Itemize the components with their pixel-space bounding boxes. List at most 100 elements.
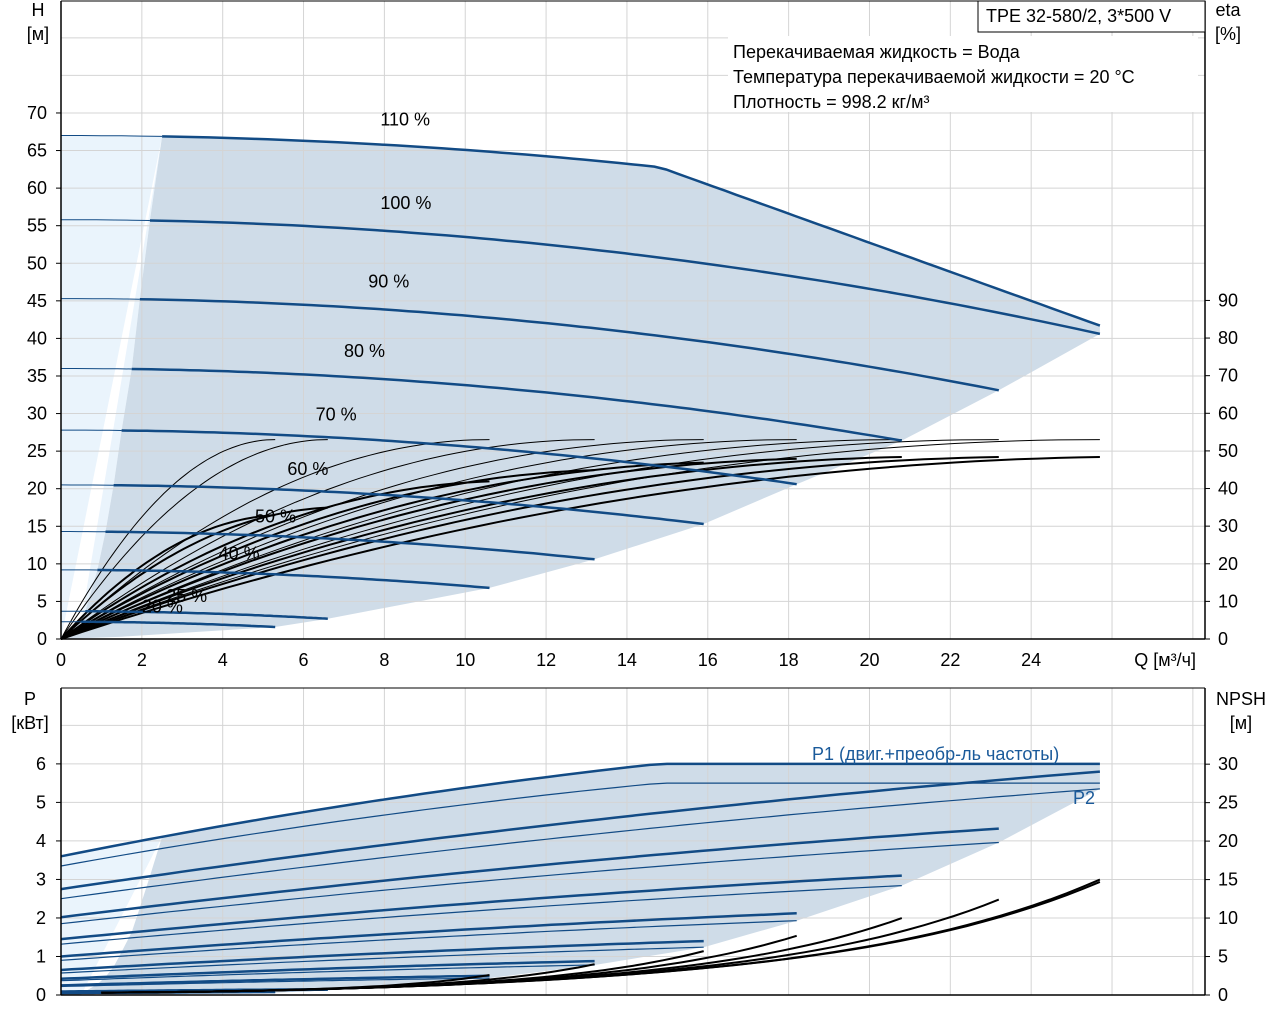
y-tick-label-h: 45 bbox=[27, 291, 47, 311]
speed-label: 110 % bbox=[380, 110, 430, 130]
operating-area bbox=[61, 136, 1100, 639]
y-tick-label-p: 5 bbox=[36, 792, 46, 812]
y-tick-label-h: 55 bbox=[27, 216, 47, 236]
y-axis-label-p: P bbox=[24, 689, 36, 709]
x-tick-label: 6 bbox=[299, 650, 309, 670]
speed-label: 40 % bbox=[219, 543, 260, 563]
head-curve bbox=[97, 568, 490, 590]
y-tick-label-p: 2 bbox=[36, 908, 46, 928]
speed-label: 50 % bbox=[255, 507, 296, 527]
y-tick-label-eta: 50 bbox=[1218, 441, 1238, 461]
y-tick-label-p: 4 bbox=[36, 831, 46, 851]
speed-label: 90 % bbox=[368, 271, 409, 291]
eta-curve-thin bbox=[60, 439, 595, 640]
eta-curve bbox=[60, 480, 490, 640]
p2-label: P2 bbox=[1073, 788, 1095, 808]
p1-label: P1 (двиг.+преобр-ль частоты) bbox=[812, 744, 1059, 764]
y-tick-label-npsh: 5 bbox=[1218, 947, 1228, 967]
speed-label: 70 % bbox=[316, 404, 357, 424]
p2-power-curve bbox=[60, 788, 1100, 900]
curves: 110 %100 %90 %80 %70 %60 %50 %40 %25 %20… bbox=[60, 110, 1101, 995]
y-tick-label-h: 35 bbox=[27, 366, 47, 386]
head-curve bbox=[121, 429, 797, 486]
y-axis-unit-p: [кВт] bbox=[11, 713, 49, 733]
top-operating-area bbox=[61, 135, 1100, 639]
x-tick-label: 20 bbox=[859, 650, 879, 670]
eta-curve-thin bbox=[60, 439, 328, 640]
y-tick-label-h: 15 bbox=[27, 516, 47, 536]
y-tick-label-eta: 60 bbox=[1218, 403, 1238, 423]
eta-curve bbox=[60, 469, 595, 640]
head-curve bbox=[85, 610, 328, 620]
eta-curve bbox=[60, 506, 328, 640]
x-tick-label: 14 bbox=[617, 650, 637, 670]
speed-label: 25 % bbox=[166, 586, 207, 606]
y-tick-label-eta: 20 bbox=[1218, 554, 1238, 574]
y-tick-label-h: 40 bbox=[27, 328, 47, 348]
head-curve bbox=[113, 483, 704, 526]
p1-power-curve bbox=[60, 959, 595, 981]
model-box bbox=[977, 0, 1206, 33]
speed-label: 100 % bbox=[380, 193, 431, 213]
y-tick-label-h: 65 bbox=[27, 141, 47, 161]
head-curve-thin bbox=[61, 368, 132, 370]
p2-power-curve bbox=[60, 782, 1100, 867]
eta-curve-thin bbox=[60, 439, 1100, 640]
p1-power-curve bbox=[60, 827, 999, 919]
model-title: TPE 32-580/2, 3*500 V bbox=[986, 6, 1171, 26]
npsh-curve bbox=[101, 974, 490, 994]
x-tick-label: 10 bbox=[455, 650, 475, 670]
head-curve bbox=[105, 530, 595, 561]
y-tick-label-eta: 80 bbox=[1218, 328, 1238, 348]
x-tick-label: 2 bbox=[137, 650, 147, 670]
head-curve-thin bbox=[61, 219, 150, 221]
p1-power-curve bbox=[60, 939, 704, 972]
y-tick-label-h: 20 bbox=[27, 479, 47, 499]
y-axis-label-h: H bbox=[32, 0, 45, 20]
eta-curve bbox=[60, 457, 797, 640]
y-tick-label-npsh: 30 bbox=[1218, 754, 1238, 774]
y-tick-label-p: 3 bbox=[36, 869, 46, 889]
p2-power-curve bbox=[60, 977, 490, 988]
y-tick-label-npsh: 10 bbox=[1218, 908, 1238, 928]
head-curve bbox=[162, 135, 1101, 327]
x-tick-label: 0 bbox=[56, 650, 66, 670]
eta-curve-thin bbox=[60, 439, 902, 640]
y-tick-label-h: 5 bbox=[37, 591, 47, 611]
y-tick-label-h: 60 bbox=[27, 178, 47, 198]
y-axis-label-npsh: NPSH bbox=[1216, 689, 1266, 709]
y-tick-label-npsh: 20 bbox=[1218, 831, 1238, 851]
y-tick-label-p: 6 bbox=[36, 754, 46, 774]
head-curve-thin bbox=[61, 135, 163, 137]
info-density: Плотность = 998.2 кг/м³ bbox=[733, 92, 929, 112]
p2-power-curve bbox=[60, 885, 902, 945]
eta-curve-thin bbox=[60, 439, 276, 640]
p2-power-curve bbox=[60, 841, 999, 925]
p2-power-curve bbox=[60, 920, 797, 961]
p1-power-curve bbox=[60, 762, 1100, 858]
y-axis-label-eta: eta bbox=[1215, 0, 1241, 20]
head-curve bbox=[81, 620, 276, 629]
head-curve bbox=[131, 367, 903, 442]
y-tick-label-h: 30 bbox=[27, 404, 47, 424]
y-tick-label-h: 0 bbox=[37, 629, 47, 649]
y-tick-label-p: 1 bbox=[36, 946, 46, 966]
y-tick-label-npsh: 0 bbox=[1218, 985, 1228, 1005]
info-liquid: Перекачиваемая жидкость = Вода bbox=[733, 42, 1021, 62]
info-temperature: Температура перекачиваемой жидкости = 20… bbox=[733, 67, 1135, 87]
eta-curve bbox=[60, 456, 902, 640]
speed-label: 60 % bbox=[287, 459, 328, 479]
x-tick-label: 8 bbox=[379, 650, 389, 670]
eta-curve bbox=[60, 514, 276, 640]
x-tick-label: 12 bbox=[536, 650, 556, 670]
eta-curve-thin bbox=[60, 439, 704, 640]
y-tick-label-npsh: 25 bbox=[1218, 793, 1238, 813]
y-axis-unit-h: [м] bbox=[27, 24, 49, 44]
y-tick-label-h: 10 bbox=[27, 554, 47, 574]
head-curve-thin bbox=[61, 298, 140, 300]
y-tick-label-h: 25 bbox=[27, 441, 47, 461]
y-tick-label-p: 0 bbox=[36, 985, 46, 1005]
y-tick-label-eta: 40 bbox=[1218, 479, 1238, 499]
x-axis-label: Q [м³/ч] bbox=[1134, 650, 1196, 670]
y-tick-label-eta: 30 bbox=[1218, 516, 1238, 536]
